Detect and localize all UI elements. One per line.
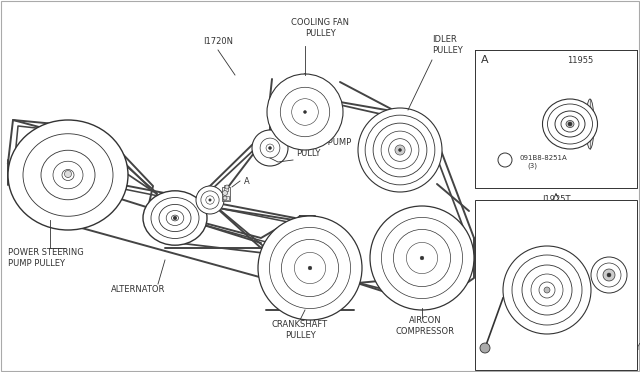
Text: ALTERNATOR: ALTERNATOR	[111, 285, 165, 295]
Text: IDLER PULLEY: IDLER PULLEY	[525, 208, 587, 217]
Text: I1720N: I1720N	[203, 38, 233, 46]
Ellipse shape	[159, 204, 191, 232]
Text: 11955: 11955	[567, 56, 593, 65]
Circle shape	[66, 173, 70, 177]
Circle shape	[420, 256, 424, 260]
Ellipse shape	[41, 150, 95, 200]
Text: WATER PUMP
PULLY: WATER PUMP PULLY	[296, 138, 351, 158]
Circle shape	[370, 206, 474, 310]
Bar	[224, 185, 228, 191]
Circle shape	[252, 130, 288, 166]
Circle shape	[269, 147, 271, 150]
Text: B: B	[502, 155, 508, 164]
Text: I1928P: I1928P	[489, 231, 515, 240]
Circle shape	[308, 266, 312, 270]
Ellipse shape	[543, 99, 598, 149]
Circle shape	[258, 216, 362, 320]
Circle shape	[267, 74, 343, 150]
Circle shape	[568, 122, 572, 126]
Circle shape	[223, 196, 227, 200]
Text: A: A	[244, 176, 250, 186]
Circle shape	[395, 145, 405, 155]
Text: IDLER
PULLEY: IDLER PULLEY	[432, 35, 463, 55]
Text: POWER STEERING
PUMP PULLEY: POWER STEERING PUMP PULLEY	[8, 248, 84, 268]
Bar	[222, 187, 230, 201]
Text: I1930Y: I1930Y	[614, 343, 640, 353]
Circle shape	[196, 186, 224, 214]
Circle shape	[303, 110, 307, 113]
Circle shape	[591, 257, 627, 293]
Text: CRANKSHAFT
PULLEY: CRANKSHAFT PULLEY	[272, 320, 328, 340]
Circle shape	[498, 153, 512, 167]
Circle shape	[209, 199, 211, 201]
Text: 091B8-8251A: 091B8-8251A	[519, 155, 567, 161]
Circle shape	[480, 343, 490, 353]
Text: COOLING FAN
PULLEY: COOLING FAN PULLEY	[291, 18, 349, 38]
Text: I1932P: I1932P	[598, 218, 624, 227]
Circle shape	[225, 185, 229, 189]
Circle shape	[358, 108, 442, 192]
Circle shape	[223, 190, 227, 196]
Text: I1929Y: I1929Y	[516, 337, 542, 346]
Circle shape	[544, 287, 550, 293]
Text: I1925T: I1925T	[541, 196, 570, 205]
Text: I1927Y: I1927Y	[534, 218, 560, 227]
Bar	[223, 196, 229, 200]
Ellipse shape	[555, 111, 585, 137]
Text: AIRCON
COMPRESSOR: AIRCON COMPRESSOR	[396, 316, 454, 336]
Ellipse shape	[8, 120, 128, 230]
Circle shape	[607, 273, 611, 277]
Text: A: A	[481, 55, 488, 65]
Bar	[475, 200, 637, 370]
Circle shape	[522, 265, 572, 315]
Ellipse shape	[566, 121, 574, 128]
Circle shape	[503, 246, 591, 334]
Circle shape	[603, 269, 615, 281]
Ellipse shape	[586, 99, 594, 149]
Circle shape	[65, 170, 72, 177]
Circle shape	[173, 216, 177, 220]
Ellipse shape	[143, 191, 207, 245]
Circle shape	[399, 148, 401, 151]
Text: (3): (3)	[527, 163, 537, 169]
Text: R117002H: R117002H	[592, 355, 632, 364]
